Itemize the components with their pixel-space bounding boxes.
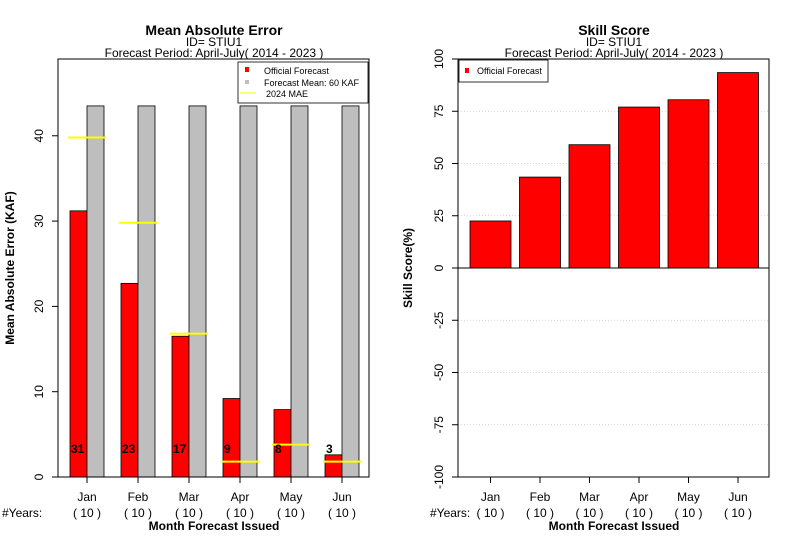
skill-y-tick-label: 25 xyxy=(432,209,446,223)
skill-chart-station-id: ID= STIU1 xyxy=(586,35,643,49)
mae-x-tick-label: Feb xyxy=(128,490,149,504)
skill-y-axis-label: Skill Score(%) xyxy=(401,228,415,308)
skill-y-tick-label: 50 xyxy=(432,157,446,171)
skill-y-tick-label: 100 xyxy=(432,49,446,69)
mae-bar-official-jan xyxy=(69,210,88,478)
mae-plot-frame xyxy=(57,58,370,478)
mae-data-label-apr: 9 xyxy=(224,442,231,456)
skill-y-axis: -100 -75 -50 -25 0 25 50 75 100 xyxy=(432,49,458,489)
mae-bar-mean-mar xyxy=(188,105,207,478)
mae-x-axis-label: Month Forecast Issued xyxy=(149,519,280,533)
mae-y-axis: 0 10 20 30 40 xyxy=(32,129,58,480)
skill-years-label: #Years: xyxy=(430,506,470,520)
mae-years-count: ( 10 ) xyxy=(175,506,203,520)
skill-chart-forecast-period: Forecast Period: April-July( 2014 - 2023… xyxy=(505,46,724,60)
mae-bar-mean-apr xyxy=(239,105,258,478)
skill-years-count: ( 10 ) xyxy=(526,506,554,520)
skill-x-tick-label: Feb xyxy=(530,490,551,504)
mae-bar-official-apr xyxy=(222,398,241,478)
mae-years-count: ( 10 ) xyxy=(73,506,101,520)
mae-years-count: ( 10 ) xyxy=(328,506,356,520)
mae-2024-markers xyxy=(68,136,361,463)
mae-x-tick-label: Jan xyxy=(77,490,96,504)
mae-y-axis-label: Mean Absolute Error (KAF) xyxy=(3,191,17,345)
mae-data-label-jan: 31 xyxy=(71,442,85,456)
skill-x-tick-label: May xyxy=(677,490,700,504)
skill-x-tick-label: Apr xyxy=(630,490,649,504)
mae-x-tick-label: Apr xyxy=(231,490,250,504)
mae-y-tick-label: 0 xyxy=(32,473,46,480)
mae-x-axis: Jan ( 10 ) Feb ( 10 ) Mar ( 10 ) Apr ( 10 ) May (… xyxy=(73,477,356,520)
mae-x-tick-label: May xyxy=(280,490,303,504)
mae-chart-forecast-period: Forecast Period: April-July( 2014 - 2023… xyxy=(105,46,324,60)
mae-chart: Mean Absolute Error ID= STIU1 Forecast P… xyxy=(2,22,370,533)
skill-y-tick-label: -50 xyxy=(432,364,446,382)
mae-legend-official: Official Forecast xyxy=(264,66,329,76)
skill-y-tick-label: 0 xyxy=(432,264,446,271)
skill-x-tick-label: Jan xyxy=(481,490,500,504)
mae-data-labels: 31 23 17 9 8 3 xyxy=(71,442,333,456)
skill-x-tick-label: Jun xyxy=(728,490,747,504)
skill-bar-jan xyxy=(469,220,512,269)
skill-bar-jun xyxy=(717,72,759,269)
skill-y-tick-label: 75 xyxy=(432,104,446,118)
mae-bar-mean-jun xyxy=(341,105,360,478)
mae-bar-mean-may xyxy=(290,105,309,478)
skill-bar-apr xyxy=(618,106,660,269)
skill-years-count: ( 10 ) xyxy=(575,506,603,520)
mae-x-tick-label: Mar xyxy=(179,490,200,504)
skill-x-axis-label: Month Forecast Issued xyxy=(549,519,680,533)
skill-score-chart: Skill Score ID= STIU1 Forecast Period: A… xyxy=(401,22,770,533)
mae-bar-mean-feb xyxy=(137,105,156,478)
skill-years-count: ( 10 ) xyxy=(674,506,702,520)
skill-years-count: ( 10 ) xyxy=(625,506,653,520)
skill-years-count: ( 10 ) xyxy=(724,506,752,520)
mae-data-label-may: 8 xyxy=(275,442,282,456)
mae-y-tick-label: 30 xyxy=(32,214,46,228)
mae-y-tick-label: 40 xyxy=(32,129,46,143)
mae-legend-box xyxy=(237,61,369,104)
mae-years-count: ( 10 ) xyxy=(277,506,305,520)
mae-years-label: #Years: xyxy=(2,506,42,520)
skill-x-tick-label: Mar xyxy=(579,490,600,504)
mae-y-tick-label: 10 xyxy=(32,385,46,399)
mae-years-count: ( 10 ) xyxy=(124,506,152,520)
skill-bar-may xyxy=(667,99,710,269)
mae-bar-mean-jan xyxy=(86,105,105,478)
skill-chart-title: Skill Score xyxy=(578,22,650,38)
mae-legend-swatch-mean xyxy=(245,80,249,84)
mae-bar-official-jun xyxy=(324,454,343,478)
skill-y-tick-label: -25 xyxy=(432,311,446,329)
mae-y-tick-label: 20 xyxy=(32,299,46,313)
skill-x-axis: Jan ( 10 ) Feb ( 10 ) Mar ( 10 ) Apr ( 10 ) May (… xyxy=(476,477,752,520)
mae-data-label-mar: 17 xyxy=(173,442,187,456)
skill-legend-swatch-official xyxy=(465,68,469,73)
skill-years-count: ( 10 ) xyxy=(476,506,504,520)
mae-legend-2024: 2024 MAE xyxy=(266,89,308,99)
skill-legend: Official Forecast xyxy=(458,59,549,83)
skill-bars xyxy=(469,72,759,269)
skill-bar-feb xyxy=(519,176,561,269)
mae-data-label-feb: 23 xyxy=(122,442,136,456)
mae-chart-station-id: ID= STIU1 xyxy=(186,35,243,49)
mae-legend-mean: Forecast Mean: 60 KAF xyxy=(264,78,360,88)
skill-legend-official: Official Forecast xyxy=(477,66,542,76)
skill-y-tick-label: -100 xyxy=(432,465,446,489)
mae-years-count: ( 10 ) xyxy=(226,506,254,520)
mae-data-label-jun: 3 xyxy=(326,442,333,456)
mae-bars xyxy=(69,105,360,478)
mae-x-tick-label: Jun xyxy=(332,490,351,504)
skill-y-tick-label: -75 xyxy=(432,416,446,434)
skill-legend-box xyxy=(458,59,549,83)
mae-chart-title: Mean Absolute Error xyxy=(145,22,283,38)
mae-legend: Official Forecast Forecast Mean: 60 KAF … xyxy=(237,61,369,104)
mae-legend-swatch-official xyxy=(245,67,249,72)
skill-bar-mar xyxy=(568,144,611,269)
